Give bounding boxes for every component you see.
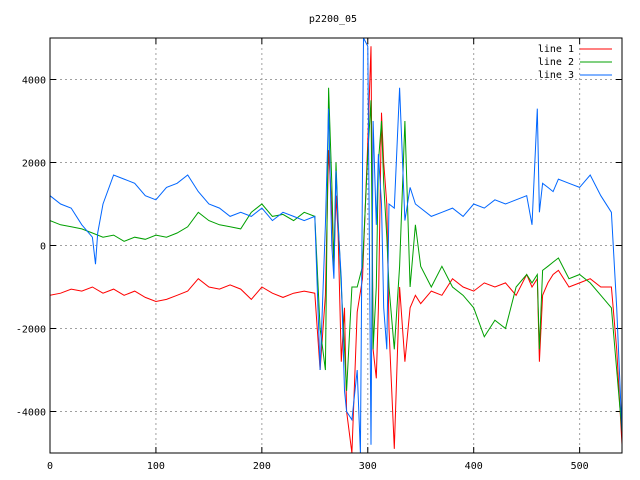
x-tick-label: 0 [47, 461, 53, 472]
legend-label-2: line 2 [538, 57, 574, 68]
plot-frame [49, 37, 623, 454]
y-tick-label: 2000 [22, 159, 46, 170]
x-tick-label: 200 [253, 461, 271, 472]
x-tick-label: 400 [465, 461, 483, 472]
series-line-3 [50, 38, 622, 453]
y-tick-label: 0 [40, 242, 46, 253]
y-tick-label: 4000 [22, 76, 46, 87]
data-series [50, 38, 622, 453]
legend-label-3: line 3 [538, 70, 574, 81]
chart-title: p2200_05 [309, 14, 357, 25]
x-tick-label: 500 [571, 461, 589, 472]
series-line-2 [50, 87, 622, 433]
x-tick-label: 100 [147, 461, 165, 472]
y-tick-labels: -4000 -2000 0 2000 4000 [16, 76, 46, 419]
legend: line 1 line 2 line 3 [538, 44, 612, 81]
x-tick-labels: 0 100 200 300 400 500 [47, 461, 589, 472]
y-tick-label: -4000 [16, 408, 46, 419]
x-tick-label: 300 [359, 461, 377, 472]
legend-label-1: line 1 [538, 44, 574, 55]
y-tick-label: -2000 [16, 325, 46, 336]
grid-lines [50, 38, 622, 453]
